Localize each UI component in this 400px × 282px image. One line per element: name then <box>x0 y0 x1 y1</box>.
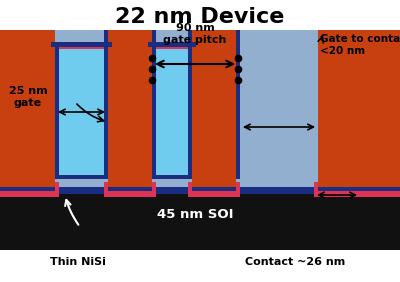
Bar <box>313 193 400 250</box>
Bar <box>314 191 400 197</box>
Bar <box>0 30 55 194</box>
Text: 25 nm
gate: 25 nm gate <box>9 86 47 108</box>
Bar <box>152 182 156 197</box>
Bar <box>55 45 108 179</box>
Bar <box>0 30 400 187</box>
Text: Thin NiSi: Thin NiSi <box>50 257 106 267</box>
Text: 45 nm SOI: 45 nm SOI <box>157 208 233 221</box>
Bar <box>156 45 188 175</box>
Bar <box>236 30 240 179</box>
Bar <box>314 182 318 197</box>
Bar <box>0 193 400 250</box>
Bar <box>152 30 156 179</box>
Text: 22 nm Device: 22 nm Device <box>115 7 285 27</box>
Text: 90 nm
gate pitch: 90 nm gate pitch <box>163 23 227 45</box>
Bar <box>104 30 108 179</box>
Bar <box>188 30 192 179</box>
Bar <box>55 182 59 197</box>
Bar <box>0 191 59 197</box>
Bar <box>236 176 318 194</box>
Text: Gate to contact
<20 nm: Gate to contact <20 nm <box>320 34 400 56</box>
Bar <box>59 45 104 175</box>
Bar <box>188 191 240 197</box>
Bar <box>236 182 240 197</box>
Bar <box>59 44 104 49</box>
Bar <box>148 42 196 47</box>
Bar <box>51 42 112 47</box>
Bar <box>192 30 236 194</box>
Bar <box>130 193 209 250</box>
Bar <box>104 191 156 197</box>
Bar <box>104 182 108 197</box>
Bar <box>0 187 400 194</box>
Bar <box>0 187 400 194</box>
Text: Contact ~26 nm: Contact ~26 nm <box>245 257 345 267</box>
Bar <box>108 30 152 194</box>
Bar <box>55 176 108 194</box>
Bar <box>318 30 400 194</box>
Bar <box>152 45 192 179</box>
Bar <box>188 182 192 197</box>
Bar <box>152 176 192 194</box>
Bar <box>156 44 188 49</box>
Bar <box>0 193 45 250</box>
